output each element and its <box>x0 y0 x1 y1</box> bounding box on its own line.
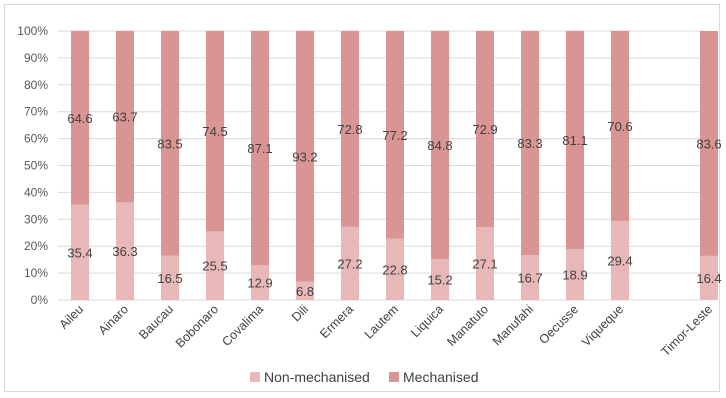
y-tick-label: 90% <box>24 51 48 65</box>
x-category-label: Liquica <box>408 302 446 340</box>
bar-mechanised <box>206 31 224 232</box>
x-category-label: Dili <box>289 302 311 324</box>
data-label: 83.5 <box>157 136 182 151</box>
data-label: 36.3 <box>112 244 137 259</box>
bar-mechanised <box>476 31 494 228</box>
bar-non-mechanised <box>71 204 89 300</box>
bar-mechanised <box>71 31 89 205</box>
x-category-label: Lautem <box>362 302 401 341</box>
legend-swatch-non-mechanised <box>250 372 260 382</box>
x-category-label: Aileu <box>57 302 87 332</box>
bar-mechanised <box>431 31 449 260</box>
bar-non-mechanised <box>296 281 314 300</box>
x-category-label: Bobonaro <box>173 302 221 350</box>
data-label: 16.5 <box>157 271 182 286</box>
data-label: 63.7 <box>112 110 137 125</box>
y-tick-label: 70% <box>24 105 48 119</box>
data-label: 25.5 <box>202 259 227 274</box>
data-label: 15.2 <box>427 273 452 288</box>
bar-mechanised <box>296 31 314 282</box>
y-tick-label: 40% <box>24 185 48 199</box>
bar-non-mechanised <box>161 255 179 300</box>
y-tick-label: 100% <box>17 24 48 38</box>
bar-non-mechanised <box>476 227 494 300</box>
y-tick-label: 0% <box>31 293 49 307</box>
bar-mechanised <box>566 31 584 250</box>
data-label: 64.6 <box>67 111 92 126</box>
data-label: 16.4 <box>696 271 721 286</box>
data-label: 16.7 <box>517 271 542 286</box>
data-label: 83.3 <box>517 136 542 151</box>
x-category-label: Manufahi <box>490 302 536 348</box>
legend-swatch-mechanised <box>389 372 399 382</box>
data-label: 72.8 <box>337 122 362 137</box>
y-tick-label: 10% <box>24 266 48 280</box>
data-label: 77.2 <box>382 128 407 143</box>
bar-non-mechanised <box>611 220 629 300</box>
data-label: 72.9 <box>472 122 497 137</box>
data-label: 6.8 <box>296 284 314 299</box>
data-label: 81.1 <box>562 133 587 148</box>
data-label: 29.4 <box>607 253 632 268</box>
x-category-label: Baucau <box>136 302 176 342</box>
y-tick-label: 20% <box>24 239 48 253</box>
bar-mechanised <box>700 31 718 256</box>
bar-non-mechanised <box>386 238 404 300</box>
bar-non-mechanised <box>341 226 359 300</box>
bar-mechanised <box>116 31 134 203</box>
y-tick-label: 60% <box>24 132 48 146</box>
bar-mechanised <box>341 31 359 227</box>
data-label: 70.6 <box>607 119 632 134</box>
bar-non-mechanised <box>566 249 584 300</box>
bar-mechanised <box>521 31 539 256</box>
data-label: 84.8 <box>427 138 452 153</box>
bar-non-mechanised <box>206 231 224 300</box>
legend-label-non-mechanised: Non-mechanised <box>264 369 370 385</box>
y-tick-label: 30% <box>24 212 48 226</box>
bar-mechanised <box>611 31 629 221</box>
x-category-label: Ermera <box>317 302 356 341</box>
data-label: 27.2 <box>337 256 362 271</box>
data-label: 12.9 <box>247 276 272 291</box>
data-label: 74.5 <box>202 124 227 139</box>
data-label: 93.2 <box>292 149 317 164</box>
bar-non-mechanised <box>521 255 539 300</box>
data-label: 18.9 <box>562 268 587 283</box>
bar-non-mechanised <box>251 265 269 300</box>
x-category-label: Ainaro <box>96 302 131 337</box>
data-label: 87.1 <box>247 141 272 156</box>
data-label: 35.4 <box>67 245 92 260</box>
x-category-label: Viqueque <box>579 302 626 349</box>
bar-mechanised <box>251 31 269 266</box>
x-category-label: Covalima <box>219 302 266 349</box>
y-tick-label: 80% <box>24 78 48 92</box>
bar-non-mechanised <box>116 202 134 300</box>
data-label: 22.8 <box>382 262 407 277</box>
x-category-label: Oecusse <box>536 302 581 347</box>
data-label: 83.6 <box>696 136 721 151</box>
bar-mechanised <box>161 31 179 256</box>
bar-mechanised <box>386 31 404 239</box>
data-label: 27.1 <box>472 257 497 272</box>
bar-non-mechanised <box>700 255 718 300</box>
legend-label-mechanised: Mechanised <box>403 369 479 385</box>
x-category-label: Manatuto <box>444 302 491 349</box>
y-tick-label: 50% <box>24 159 48 173</box>
x-category-label: Timor-Leste <box>658 302 715 359</box>
bar-non-mechanised <box>431 259 449 300</box>
